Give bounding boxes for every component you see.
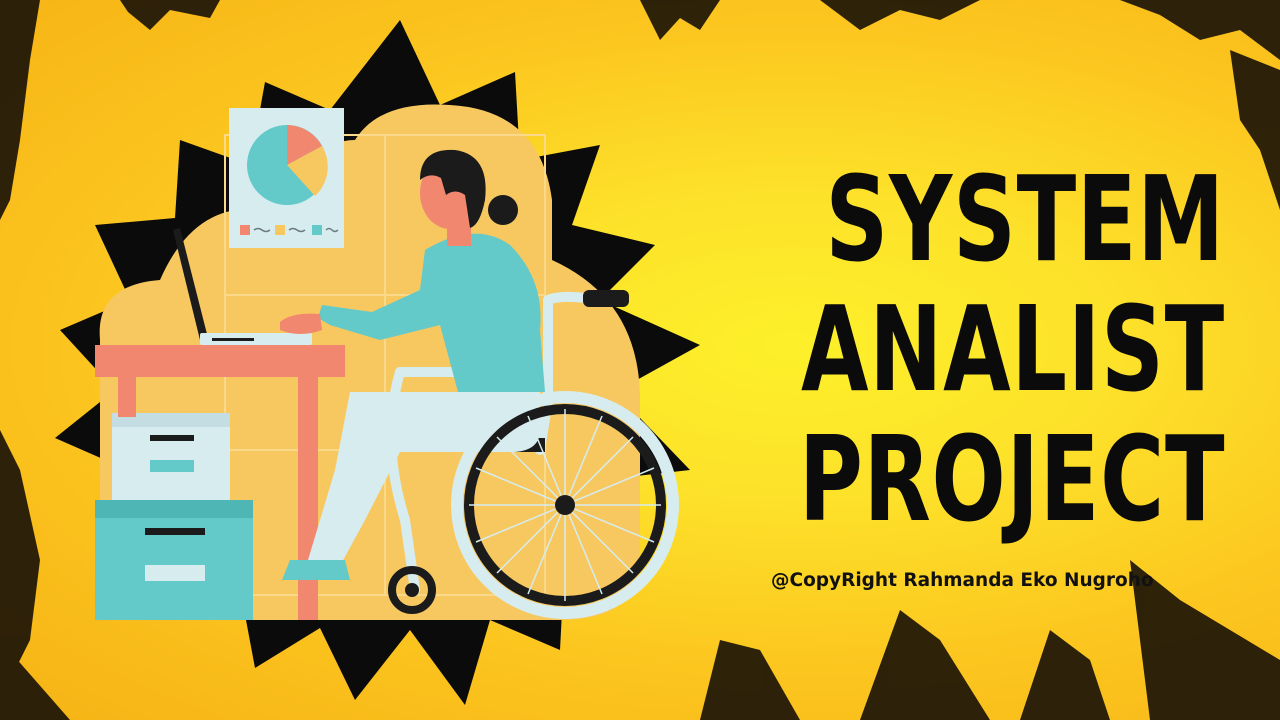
copyright-text: @CopyRight Rahmanda Eko Nugroho [771, 570, 1154, 591]
laptop-icon [173, 228, 312, 345]
drawer-cabinet-icon [95, 413, 253, 620]
illustration [55, 20, 700, 705]
title-line-2: ANALIST [800, 280, 1225, 418]
desk [95, 345, 345, 620]
title-line-1: SYSTEM [825, 150, 1225, 288]
wheelchair-wheel [388, 391, 679, 619]
pie-chart-poster-icon [229, 108, 344, 248]
title-line-3: PROJECT [798, 410, 1225, 548]
